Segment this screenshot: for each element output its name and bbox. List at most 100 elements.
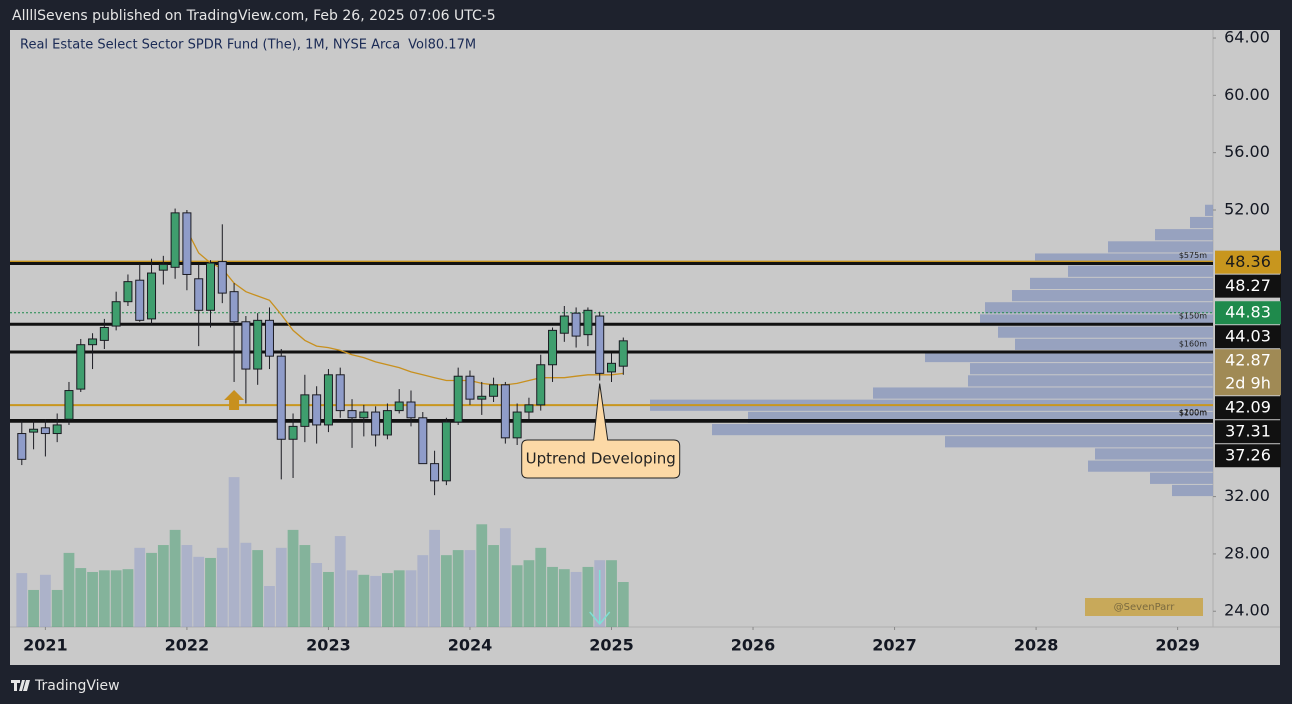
y-tick-label: 32.00 <box>1224 486 1270 505</box>
header-text: AllllSevens published on TradingView.com… <box>12 8 496 24</box>
candle-body <box>489 384 499 397</box>
volume-bar <box>75 568 87 627</box>
candle-body <box>465 375 475 400</box>
candle-body <box>371 411 381 436</box>
volume-bar <box>334 536 346 627</box>
y-tick-label: 64.00 <box>1224 28 1270 47</box>
candle-body <box>76 344 86 390</box>
volume-profile-bar <box>712 424 1213 436</box>
y-tick-label: 52.00 <box>1224 199 1270 218</box>
price-label: 48.36 <box>1225 252 1271 271</box>
watermark: @SevenParr <box>1114 602 1176 613</box>
candle-body <box>288 425 298 440</box>
x-tick-label: 2027 <box>872 636 917 655</box>
x-tick-label: 2023 <box>306 636 351 655</box>
x-tick-label: 2022 <box>165 636 210 655</box>
price-label-box <box>1215 250 1281 274</box>
level-annotation: $100m <box>1179 409 1207 418</box>
volume-bar <box>275 547 287 627</box>
price-label: 42.09 <box>1225 398 1271 417</box>
volume-bar <box>299 545 311 627</box>
candle-body <box>382 410 392 436</box>
volume-bar <box>499 528 511 627</box>
volume-bar <box>358 574 370 627</box>
volume-bar <box>617 582 629 627</box>
volume-profile-bar <box>980 314 1213 326</box>
up-arrow <box>224 389 245 410</box>
candle-body <box>276 355 286 440</box>
candle-body <box>524 404 534 413</box>
volume-profile-bar <box>1035 253 1213 265</box>
footer-logo <box>11 680 30 691</box>
level-annotation: $200m <box>1179 408 1207 417</box>
candle-body <box>512 411 522 439</box>
candle-body <box>206 262 215 311</box>
volume-bar <box>193 556 205 627</box>
footer-brand: TradingView <box>34 678 120 694</box>
volume-bar <box>63 552 75 627</box>
x-tick-label: 2029 <box>1155 636 1200 655</box>
volume-profile-bar <box>873 387 1213 399</box>
volume-bar <box>346 570 358 627</box>
candle-body <box>571 312 581 337</box>
volume-bar <box>228 477 240 627</box>
volume-bar <box>535 547 547 627</box>
volume-bar <box>476 524 488 627</box>
candle-body <box>406 401 416 419</box>
volume-bar <box>452 550 464 627</box>
volume-profile-bar <box>748 411 1213 424</box>
price-label: 42.87 <box>1225 351 1271 370</box>
volume-bar <box>440 555 452 627</box>
countdown: 2d 9h <box>1225 374 1271 393</box>
candle-body <box>300 394 310 427</box>
price-label: 44.83 <box>1225 303 1271 322</box>
volume-profile-bar <box>925 350 1213 363</box>
candle-body <box>394 401 404 412</box>
volume-profile-bar <box>1190 216 1213 229</box>
volume-bar <box>417 555 429 627</box>
volume-bar <box>240 542 252 627</box>
volume-bar <box>464 550 476 627</box>
callout <box>521 383 681 479</box>
volume-profile-bar <box>945 436 1213 448</box>
volume-bar <box>547 566 558 627</box>
price-label-box <box>1215 274 1281 298</box>
candle-body <box>536 364 546 406</box>
price-label-box <box>1215 420 1281 444</box>
price-label-box <box>1215 444 1281 468</box>
candle-body <box>477 395 487 400</box>
candle-body <box>559 315 569 334</box>
x-tick-label: 2025 <box>589 636 634 655</box>
candle-body <box>170 212 180 268</box>
volume-profile-bar <box>1015 338 1213 350</box>
volume-profile-bar <box>1088 460 1213 472</box>
candle-body <box>241 321 251 370</box>
volume-bar <box>511 565 523 627</box>
volume-profile-bar <box>985 302 1213 314</box>
volume-bar <box>393 570 405 627</box>
price-label: 37.31 <box>1225 422 1271 441</box>
x-tick-label: 2028 <box>1014 636 1059 655</box>
volume-bar <box>606 560 617 627</box>
volume-bar <box>28 589 39 627</box>
volume-bar <box>582 566 594 627</box>
candle-body <box>264 319 274 357</box>
volume-profile-bar <box>1150 472 1213 484</box>
volume-bar <box>488 545 499 627</box>
volume-bar <box>558 569 570 627</box>
candle-body <box>99 326 109 341</box>
volume-profile-bar <box>1172 484 1213 497</box>
candle-body <box>583 309 593 336</box>
volume-profile-bar <box>1108 241 1213 253</box>
logo-icon <box>11 680 30 691</box>
candle-body <box>430 463 440 482</box>
volume-bar <box>134 547 146 627</box>
candle-body <box>418 417 428 465</box>
volume-bar <box>98 570 110 627</box>
candle-body <box>347 410 357 419</box>
price-label-box <box>1215 396 1281 420</box>
candle-body <box>158 263 168 271</box>
price-label-box <box>1215 349 1281 396</box>
volume-bar <box>122 569 134 627</box>
volume-bar <box>287 529 299 627</box>
